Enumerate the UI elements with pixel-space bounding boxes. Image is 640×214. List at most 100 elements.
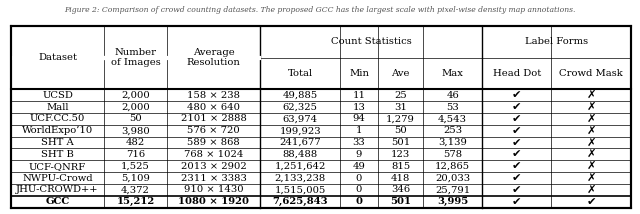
Text: 253: 253 (443, 126, 462, 135)
Text: ✔: ✔ (512, 126, 522, 136)
Text: 1,525: 1,525 (121, 162, 150, 171)
Text: 20,033: 20,033 (435, 174, 470, 183)
Text: GCC: GCC (45, 197, 70, 206)
Text: 1,279: 1,279 (386, 114, 415, 123)
Text: ✗: ✗ (586, 138, 596, 147)
Text: 768 × 1024: 768 × 1024 (184, 150, 243, 159)
Text: UCF.CC.50: UCF.CC.50 (30, 114, 85, 123)
Text: Figure 2: Comparison of crowd counting datasets. The proposed GCC has the larges: Figure 2: Comparison of crowd counting d… (64, 6, 576, 14)
Text: 576 × 720: 576 × 720 (187, 126, 240, 135)
Text: 49: 49 (353, 162, 365, 171)
Text: Total: Total (287, 69, 313, 78)
Text: ✗: ✗ (586, 126, 596, 136)
Text: 418: 418 (391, 174, 410, 183)
Text: UCSD: UCSD (42, 91, 73, 100)
Text: 46: 46 (446, 91, 459, 100)
Text: 3,139: 3,139 (438, 138, 467, 147)
Text: ✔: ✔ (512, 161, 522, 171)
Text: 88,488: 88,488 (282, 150, 318, 159)
Text: 123: 123 (391, 150, 410, 159)
Text: 25: 25 (394, 91, 407, 100)
Text: 1: 1 (356, 126, 362, 135)
Text: ✗: ✗ (586, 185, 596, 195)
Text: ✔: ✔ (512, 102, 522, 112)
Text: 815: 815 (391, 162, 410, 171)
Text: 53: 53 (446, 103, 459, 111)
Text: 12,865: 12,865 (435, 162, 470, 171)
Text: ✔: ✔ (586, 197, 596, 207)
Text: 2,000: 2,000 (121, 103, 150, 111)
Text: 11: 11 (353, 91, 365, 100)
Text: 578: 578 (443, 150, 462, 159)
Text: ✔: ✔ (512, 90, 522, 100)
Text: 0: 0 (356, 185, 362, 194)
Text: 1,515,005: 1,515,005 (275, 185, 326, 194)
Text: 589 × 868: 589 × 868 (187, 138, 240, 147)
Text: 50: 50 (394, 126, 407, 135)
Text: Mall: Mall (46, 103, 69, 111)
Text: Min: Min (349, 69, 369, 78)
Text: ✗: ✗ (586, 90, 596, 100)
Text: 4,543: 4,543 (438, 114, 467, 123)
Text: 716: 716 (126, 150, 145, 159)
Text: 199,923: 199,923 (279, 126, 321, 135)
Text: ✗: ✗ (586, 161, 596, 171)
Text: 480 × 640: 480 × 640 (187, 103, 240, 111)
Text: ✔: ✔ (512, 173, 522, 183)
Text: Ave: Ave (392, 69, 410, 78)
Text: 910 × 1430: 910 × 1430 (184, 185, 243, 194)
Text: ✔: ✔ (512, 114, 522, 124)
Text: 50: 50 (129, 114, 142, 123)
Text: 25,791: 25,791 (435, 185, 470, 194)
Text: 4,372: 4,372 (121, 185, 150, 194)
Text: 2,000: 2,000 (121, 91, 150, 100)
Text: JHU-CROWD++: JHU-CROWD++ (17, 185, 99, 194)
Text: 62,325: 62,325 (283, 103, 317, 111)
Text: UCF-QNRF: UCF-QNRF (29, 162, 86, 171)
Text: 2,133,238: 2,133,238 (275, 174, 326, 183)
Text: Max: Max (442, 69, 463, 78)
Text: 63,974: 63,974 (283, 114, 317, 123)
Text: 482: 482 (126, 138, 145, 147)
Text: 158 × 238: 158 × 238 (187, 91, 240, 100)
Text: ✗: ✗ (586, 149, 596, 159)
Text: ✗: ✗ (586, 173, 596, 183)
Text: 501: 501 (391, 138, 410, 147)
Text: 31: 31 (394, 103, 407, 111)
Text: 0: 0 (356, 197, 362, 206)
Text: SHT A: SHT A (41, 138, 74, 147)
Text: ✗: ✗ (586, 114, 596, 124)
Text: ✔: ✔ (512, 138, 522, 147)
Text: 2311 × 3383: 2311 × 3383 (180, 174, 246, 183)
Text: 7,625,843: 7,625,843 (273, 197, 328, 206)
Text: NWPU-Crowd: NWPU-Crowd (22, 174, 93, 183)
Text: Head Dot: Head Dot (493, 69, 541, 78)
Text: Dataset: Dataset (38, 53, 77, 62)
Text: 0: 0 (356, 174, 362, 183)
Text: ✔: ✔ (512, 185, 522, 195)
Text: Number
of Images: Number of Images (111, 48, 161, 67)
Text: 346: 346 (391, 185, 410, 194)
Text: 5,109: 5,109 (121, 174, 150, 183)
Text: SHT B: SHT B (41, 150, 74, 159)
Text: Label Forms: Label Forms (525, 37, 588, 46)
Text: 94: 94 (353, 114, 365, 123)
Text: ✔: ✔ (512, 197, 522, 207)
Text: 1080 × 1920: 1080 × 1920 (178, 197, 249, 206)
Text: 15,212: 15,212 (116, 197, 155, 206)
Text: 241,677: 241,677 (279, 138, 321, 147)
Text: 9: 9 (356, 150, 362, 159)
Text: WorldExpo’10: WorldExpo’10 (22, 126, 93, 135)
Text: 1,251,642: 1,251,642 (275, 162, 326, 171)
Text: 501: 501 (390, 197, 411, 206)
Text: 3,980: 3,980 (121, 126, 150, 135)
Text: ✔: ✔ (512, 149, 522, 159)
Text: ✗: ✗ (586, 102, 596, 112)
Text: 3,995: 3,995 (437, 197, 468, 206)
Text: Count Statistics: Count Statistics (331, 37, 412, 46)
Text: Average
Resolution: Average Resolution (187, 48, 241, 67)
Text: 2013 × 2902: 2013 × 2902 (180, 162, 246, 171)
Text: 49,885: 49,885 (282, 91, 318, 100)
Text: 2101 × 2888: 2101 × 2888 (180, 114, 246, 123)
Text: Crowd Mask: Crowd Mask (559, 69, 623, 78)
